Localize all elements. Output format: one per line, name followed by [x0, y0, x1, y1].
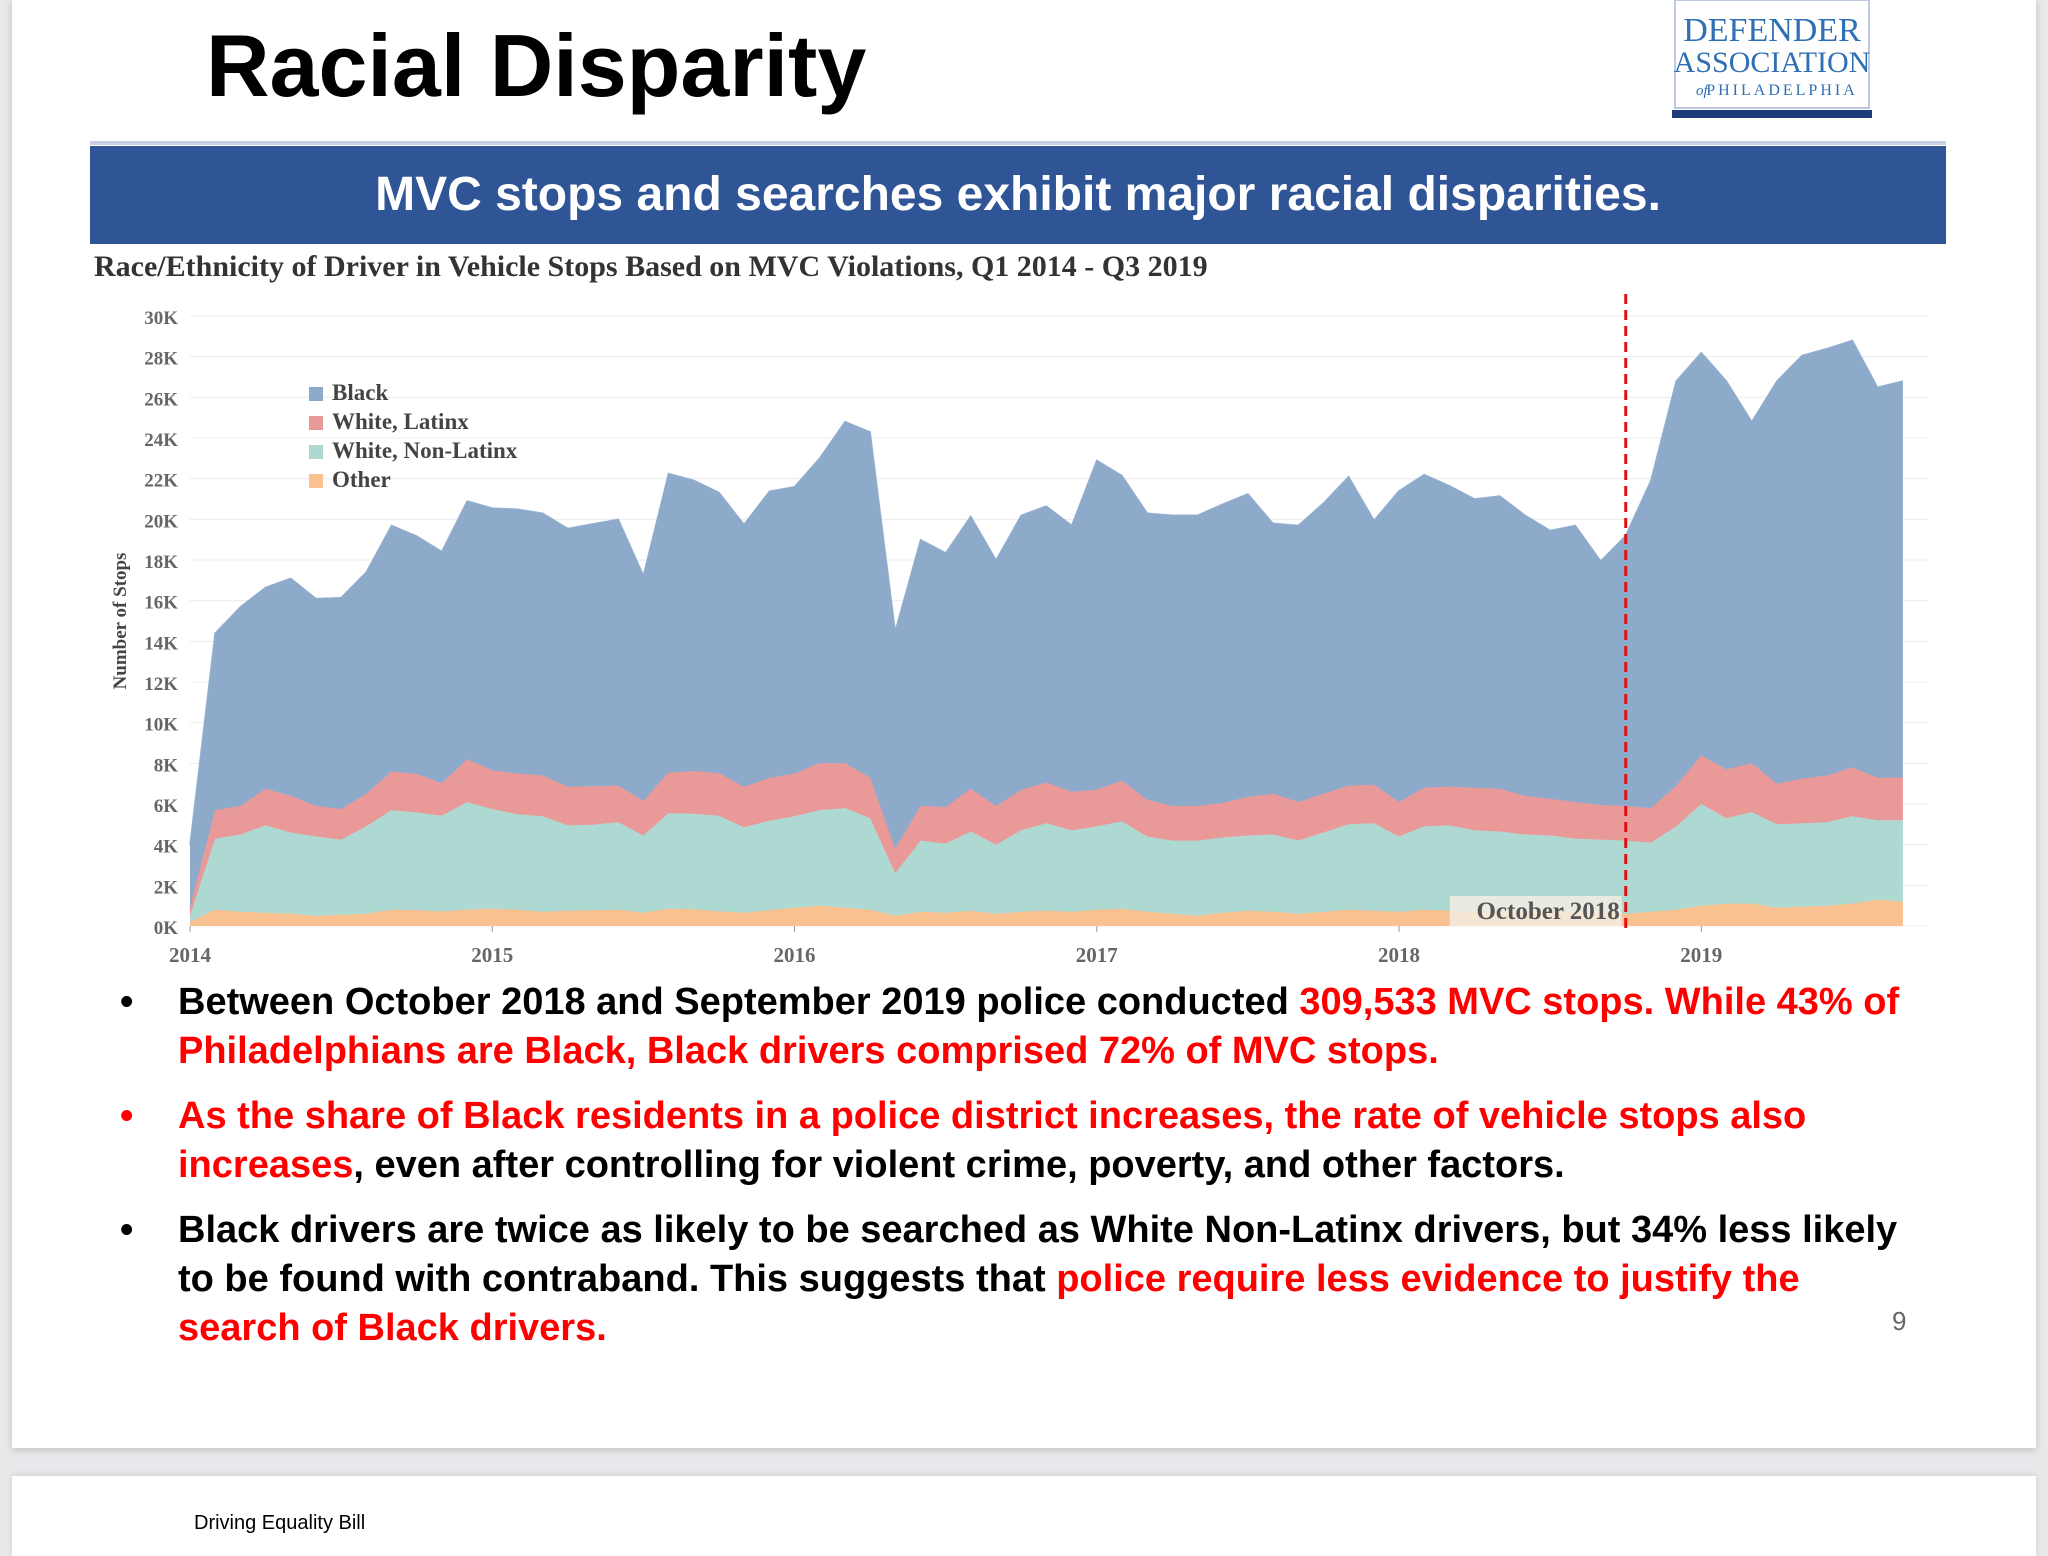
- y-tick-label: 4K: [154, 837, 179, 858]
- bullet-item: • Black drivers are twice as likely to be…: [110, 1206, 1910, 1353]
- bullet-text: Black drivers are twice as likely to be …: [178, 1209, 1898, 1300]
- bullet-item: • Between October 2018 and September 2019…: [110, 978, 1910, 1076]
- logo-line2: ASSOCIATION: [1674, 46, 1871, 79]
- legend-swatch: [309, 387, 323, 401]
- legend-label: Other: [332, 467, 391, 492]
- page-number: 9: [1892, 1306, 1907, 1336]
- logo-line1: DEFENDER: [1683, 12, 1861, 49]
- bullet-dot: •: [120, 981, 134, 1023]
- x-tick-label: 2019: [1680, 943, 1722, 967]
- x-tick-label: 2017: [1076, 943, 1118, 967]
- next-slide-footer: Driving Equality Bill: [194, 1512, 366, 1534]
- y-tick-label: 28K: [144, 349, 178, 370]
- y-tick-label: 0K: [154, 918, 179, 939]
- y-tick-label: 26K: [144, 389, 178, 410]
- x-tick-label: 2015: [471, 943, 513, 967]
- highlighted-text: police require less evidence to justify …: [178, 1258, 1800, 1349]
- x-tick-label: 2018: [1378, 943, 1420, 967]
- bullet-text: , even after controlling for violent cri…: [353, 1144, 1565, 1186]
- area-black: [190, 340, 1903, 908]
- legend-swatch: [309, 474, 323, 488]
- y-tick-label: 30K: [144, 308, 178, 329]
- legend-label: White, Latinx: [332, 409, 469, 434]
- y-tick-label: 6K: [154, 796, 179, 817]
- y-tick-label: 18K: [144, 552, 178, 573]
- y-tick-label: 24K: [144, 430, 178, 451]
- area-white-non-latinx: [190, 802, 1903, 922]
- stacked-area-chart: 0K 2K 4K 6K 8K 10K 12K 14K 16K 18K 20K 22K 24K 26K 28K…: [110, 294, 1928, 967]
- legend-swatch: [309, 416, 323, 430]
- highlighted-text: 309,533 MVC stops. While 43% of Philadel…: [178, 981, 1900, 1072]
- bullet-text: Between October 2018 and September 2019 …: [178, 981, 1300, 1023]
- y-tick-label: 22K: [144, 471, 178, 492]
- bullet-list: • Between October 2018 and September 2019…: [110, 978, 1910, 1369]
- y-tick-label: 20K: [144, 511, 178, 532]
- area-layer: [189, 339, 1904, 926]
- logo-line3: PHILADELPHIA: [1706, 82, 1858, 99]
- x-tick-label: 2014: [169, 943, 212, 967]
- y-tick-label: 12K: [144, 674, 178, 695]
- highlighted-text: As the share of Black residents in a pol…: [178, 1095, 1807, 1186]
- legend: Black White, Latinx White, Non-Latinx Other: [309, 380, 518, 492]
- annotation-label: October 2018: [1476, 898, 1619, 925]
- area-white-latinx: [190, 755, 1903, 916]
- logo-of: of: [1696, 83, 1710, 99]
- y-tick-label: 14K: [144, 633, 178, 654]
- legend-label: White, Non-Latinx: [332, 438, 518, 463]
- axis-layer: 0K 2K 4K 6K 8K 10K 12K 14K 16K 18K 20K 22K 24K 26K 28K…: [110, 308, 1722, 967]
- slide-title: Racial Disparity: [206, 16, 867, 115]
- bullet-item: • As the share of Black residents in a po…: [110, 1092, 1910, 1190]
- y-tick-label: 8K: [154, 755, 179, 776]
- legend-label: Black: [332, 380, 388, 405]
- area-edge-black: [189, 339, 1904, 845]
- annotation-label-background: [1449, 896, 1622, 926]
- y-tick-label: 16K: [144, 593, 178, 614]
- legend-swatch: [309, 445, 323, 459]
- bullet-dot: •: [120, 1209, 134, 1251]
- header-rule: [90, 141, 1946, 145]
- defender-association-logo: DEFENDER ASSOCIATION of PHILADELPHIA: [1672, 0, 1872, 118]
- y-tick-label: 10K: [144, 715, 178, 736]
- bullet-dot: •: [120, 1095, 134, 1137]
- y-tick-label: 2K: [154, 877, 179, 898]
- y-axis-label: Number of Stops: [110, 553, 131, 690]
- banner: MVC stops and searches exhibit major rac…: [90, 146, 1946, 244]
- chart-title: Race/Ethnicity of Driver in Vehicle Stop…: [94, 250, 1208, 283]
- annotation-layer: October 2018: [1449, 294, 1628, 928]
- x-tick-label: 2016: [774, 943, 816, 967]
